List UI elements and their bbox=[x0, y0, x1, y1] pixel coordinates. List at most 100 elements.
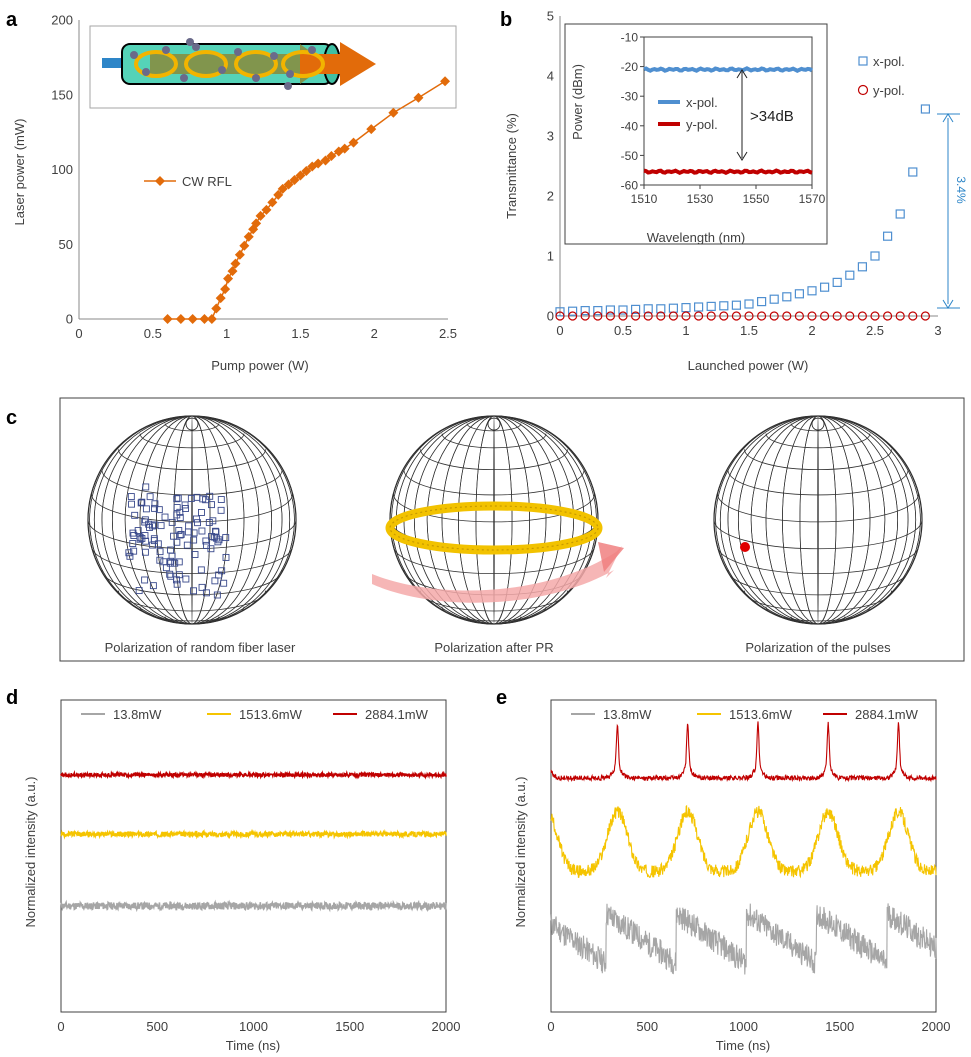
polarization-state-marker bbox=[137, 499, 145, 507]
x-tick-label: 0.5 bbox=[144, 326, 162, 341]
polarization-state-marker bbox=[194, 519, 201, 527]
polarization-state-marker bbox=[141, 518, 149, 526]
polarization-state-marker bbox=[197, 566, 205, 574]
data-point-y-pol bbox=[681, 311, 691, 321]
y-axis-label: Normalized intensity (a.u.) bbox=[513, 777, 528, 928]
polarization-state-marker bbox=[214, 538, 222, 546]
series-line-cw-rfl bbox=[167, 80, 446, 320]
latitude-line bbox=[164, 423, 220, 432]
latitude-line bbox=[727, 470, 909, 496]
plot-area-frame bbox=[60, 699, 447, 1013]
polarization-state-marker bbox=[167, 572, 175, 580]
polarization-state-marker bbox=[182, 505, 189, 512]
polarization-state-marker bbox=[141, 576, 149, 584]
latitude-line bbox=[713, 519, 923, 550]
data-point-x-pol bbox=[908, 167, 918, 177]
latitude-line bbox=[139, 433, 245, 449]
legend-label: 1513.6mW bbox=[729, 707, 793, 722]
y-axis-label: Laser power (mW) bbox=[12, 119, 27, 226]
data-point-x-pol bbox=[605, 305, 616, 315]
trace-2884.1mW bbox=[60, 769, 447, 780]
polarization-state-marker bbox=[183, 541, 191, 549]
polarization-state-marker bbox=[222, 534, 230, 542]
polarization-state-marker bbox=[156, 548, 164, 556]
scatter-centers bbox=[130, 38, 316, 90]
data-point-y-pol bbox=[920, 311, 931, 321]
polarization-state-marker bbox=[190, 587, 197, 595]
legend-label-x-pol: x-pol. bbox=[873, 54, 905, 69]
data-point bbox=[223, 273, 234, 284]
data-point-x-pol bbox=[555, 307, 565, 317]
spectrum-line-x-pol bbox=[643, 66, 814, 73]
x-tick-label: 1000 bbox=[239, 1019, 268, 1034]
data-point-y-pol bbox=[744, 311, 754, 321]
x-tick-label: 2.5 bbox=[866, 323, 884, 338]
pole-marker bbox=[811, 417, 825, 431]
polarization-state-marker bbox=[211, 577, 219, 585]
polarization-state-marker bbox=[215, 571, 223, 579]
inset-legend-y-pol: y-pol. bbox=[686, 117, 718, 132]
polarization-state-marker bbox=[202, 537, 210, 545]
y-tick-label: 150 bbox=[51, 87, 73, 102]
data-point-x-pol bbox=[593, 306, 603, 316]
legend-label-y-pol: y-pol. bbox=[873, 83, 905, 98]
pole-marker bbox=[185, 417, 199, 431]
x-tick-label: 1570 bbox=[799, 192, 826, 206]
x-tick-label: 1000 bbox=[729, 1019, 758, 1034]
data-point-x-pol bbox=[618, 305, 628, 315]
polarization-state-marker bbox=[176, 531, 184, 539]
polarization-state-marker bbox=[128, 500, 135, 508]
data-point-x-pol bbox=[782, 292, 792, 302]
y-tick-label: 5 bbox=[547, 9, 554, 24]
trace-13.8mW bbox=[550, 903, 937, 975]
x-axis-label: Time (ns) bbox=[226, 1038, 280, 1053]
rotation-arrow-icon bbox=[372, 546, 622, 603]
x-tick-label: 0 bbox=[547, 1019, 554, 1034]
panel-label-c: c bbox=[6, 407, 17, 429]
data-point-x-pol bbox=[580, 306, 590, 316]
polarization-state-marker bbox=[205, 518, 213, 526]
polarization-state-marker bbox=[126, 552, 134, 560]
y-tick-label: -50 bbox=[621, 149, 639, 163]
data-point-y-pol bbox=[857, 311, 868, 321]
latitude-line bbox=[101, 569, 283, 596]
data-point-y-pol bbox=[882, 311, 893, 321]
polarization-state-marker bbox=[142, 505, 150, 513]
inset-legend-x-pol: x-pol. bbox=[686, 95, 718, 110]
panel-label-a: a bbox=[6, 9, 18, 31]
legend-label: 13.8mW bbox=[113, 707, 162, 722]
data-point bbox=[301, 165, 312, 176]
legend-y-pol: y-pol. bbox=[857, 83, 905, 98]
data-point bbox=[220, 284, 231, 295]
polarization-state-marker bbox=[167, 557, 175, 565]
data-point-y-pol bbox=[668, 311, 679, 321]
latitude-line bbox=[717, 545, 919, 575]
spectrum-line-y-pol bbox=[643, 168, 813, 176]
data-point-y-pol bbox=[555, 311, 565, 321]
data-point bbox=[175, 314, 186, 324]
polarization-state-marker bbox=[161, 513, 169, 521]
fiber-schematic-inset bbox=[102, 38, 376, 90]
latitude-line bbox=[118, 449, 266, 470]
polarization-state-marker bbox=[198, 527, 206, 535]
panel-b-chart: 0 0.5 1 1.5 2 2.5 3 0 1 2 3 4 5 1510 1530 1550 1570 -60 -… bbox=[504, 9, 968, 374]
data-point bbox=[251, 218, 262, 229]
data-point-x-pol bbox=[744, 299, 754, 309]
sphere-random-laser bbox=[87, 415, 297, 625]
data-point bbox=[313, 158, 324, 169]
legend-label: 2884.1mW bbox=[365, 707, 429, 722]
data-point bbox=[388, 107, 399, 118]
data-point-x-pol bbox=[643, 304, 653, 314]
y-tick-label: -10 bbox=[621, 31, 639, 45]
y-tick-label: 4 bbox=[547, 69, 554, 84]
x-tick-label: 1.5 bbox=[740, 323, 758, 338]
inset-legend: x-pol. y-pol. bbox=[658, 95, 718, 132]
legend-cw-rfl: CW RFL bbox=[144, 174, 232, 189]
panel-label-d: d bbox=[6, 687, 18, 709]
polarization-state-marker bbox=[182, 575, 190, 583]
polarization-state-marker bbox=[208, 533, 216, 540]
legend-label: 1513.6mW bbox=[239, 707, 303, 722]
x-tick-label: 1 bbox=[223, 326, 230, 341]
latitude-line bbox=[466, 423, 522, 432]
caption-pulses: Polarization of the pulses bbox=[745, 640, 891, 655]
